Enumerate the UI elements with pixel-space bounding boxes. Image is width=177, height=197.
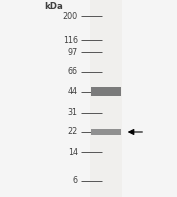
Text: 66: 66 bbox=[68, 67, 78, 76]
Text: 22: 22 bbox=[68, 127, 78, 137]
Bar bbox=[91, 129, 121, 135]
Bar bbox=[91, 87, 121, 96]
Text: kDa: kDa bbox=[44, 2, 63, 11]
Text: 44: 44 bbox=[68, 87, 78, 96]
Text: 116: 116 bbox=[63, 36, 78, 45]
Text: 97: 97 bbox=[68, 48, 78, 57]
Text: 14: 14 bbox=[68, 148, 78, 157]
Text: 31: 31 bbox=[68, 108, 78, 117]
Text: 200: 200 bbox=[63, 12, 78, 21]
Bar bbox=[91, 87, 121, 96]
Text: 6: 6 bbox=[73, 176, 78, 185]
Bar bbox=[90, 0, 122, 197]
